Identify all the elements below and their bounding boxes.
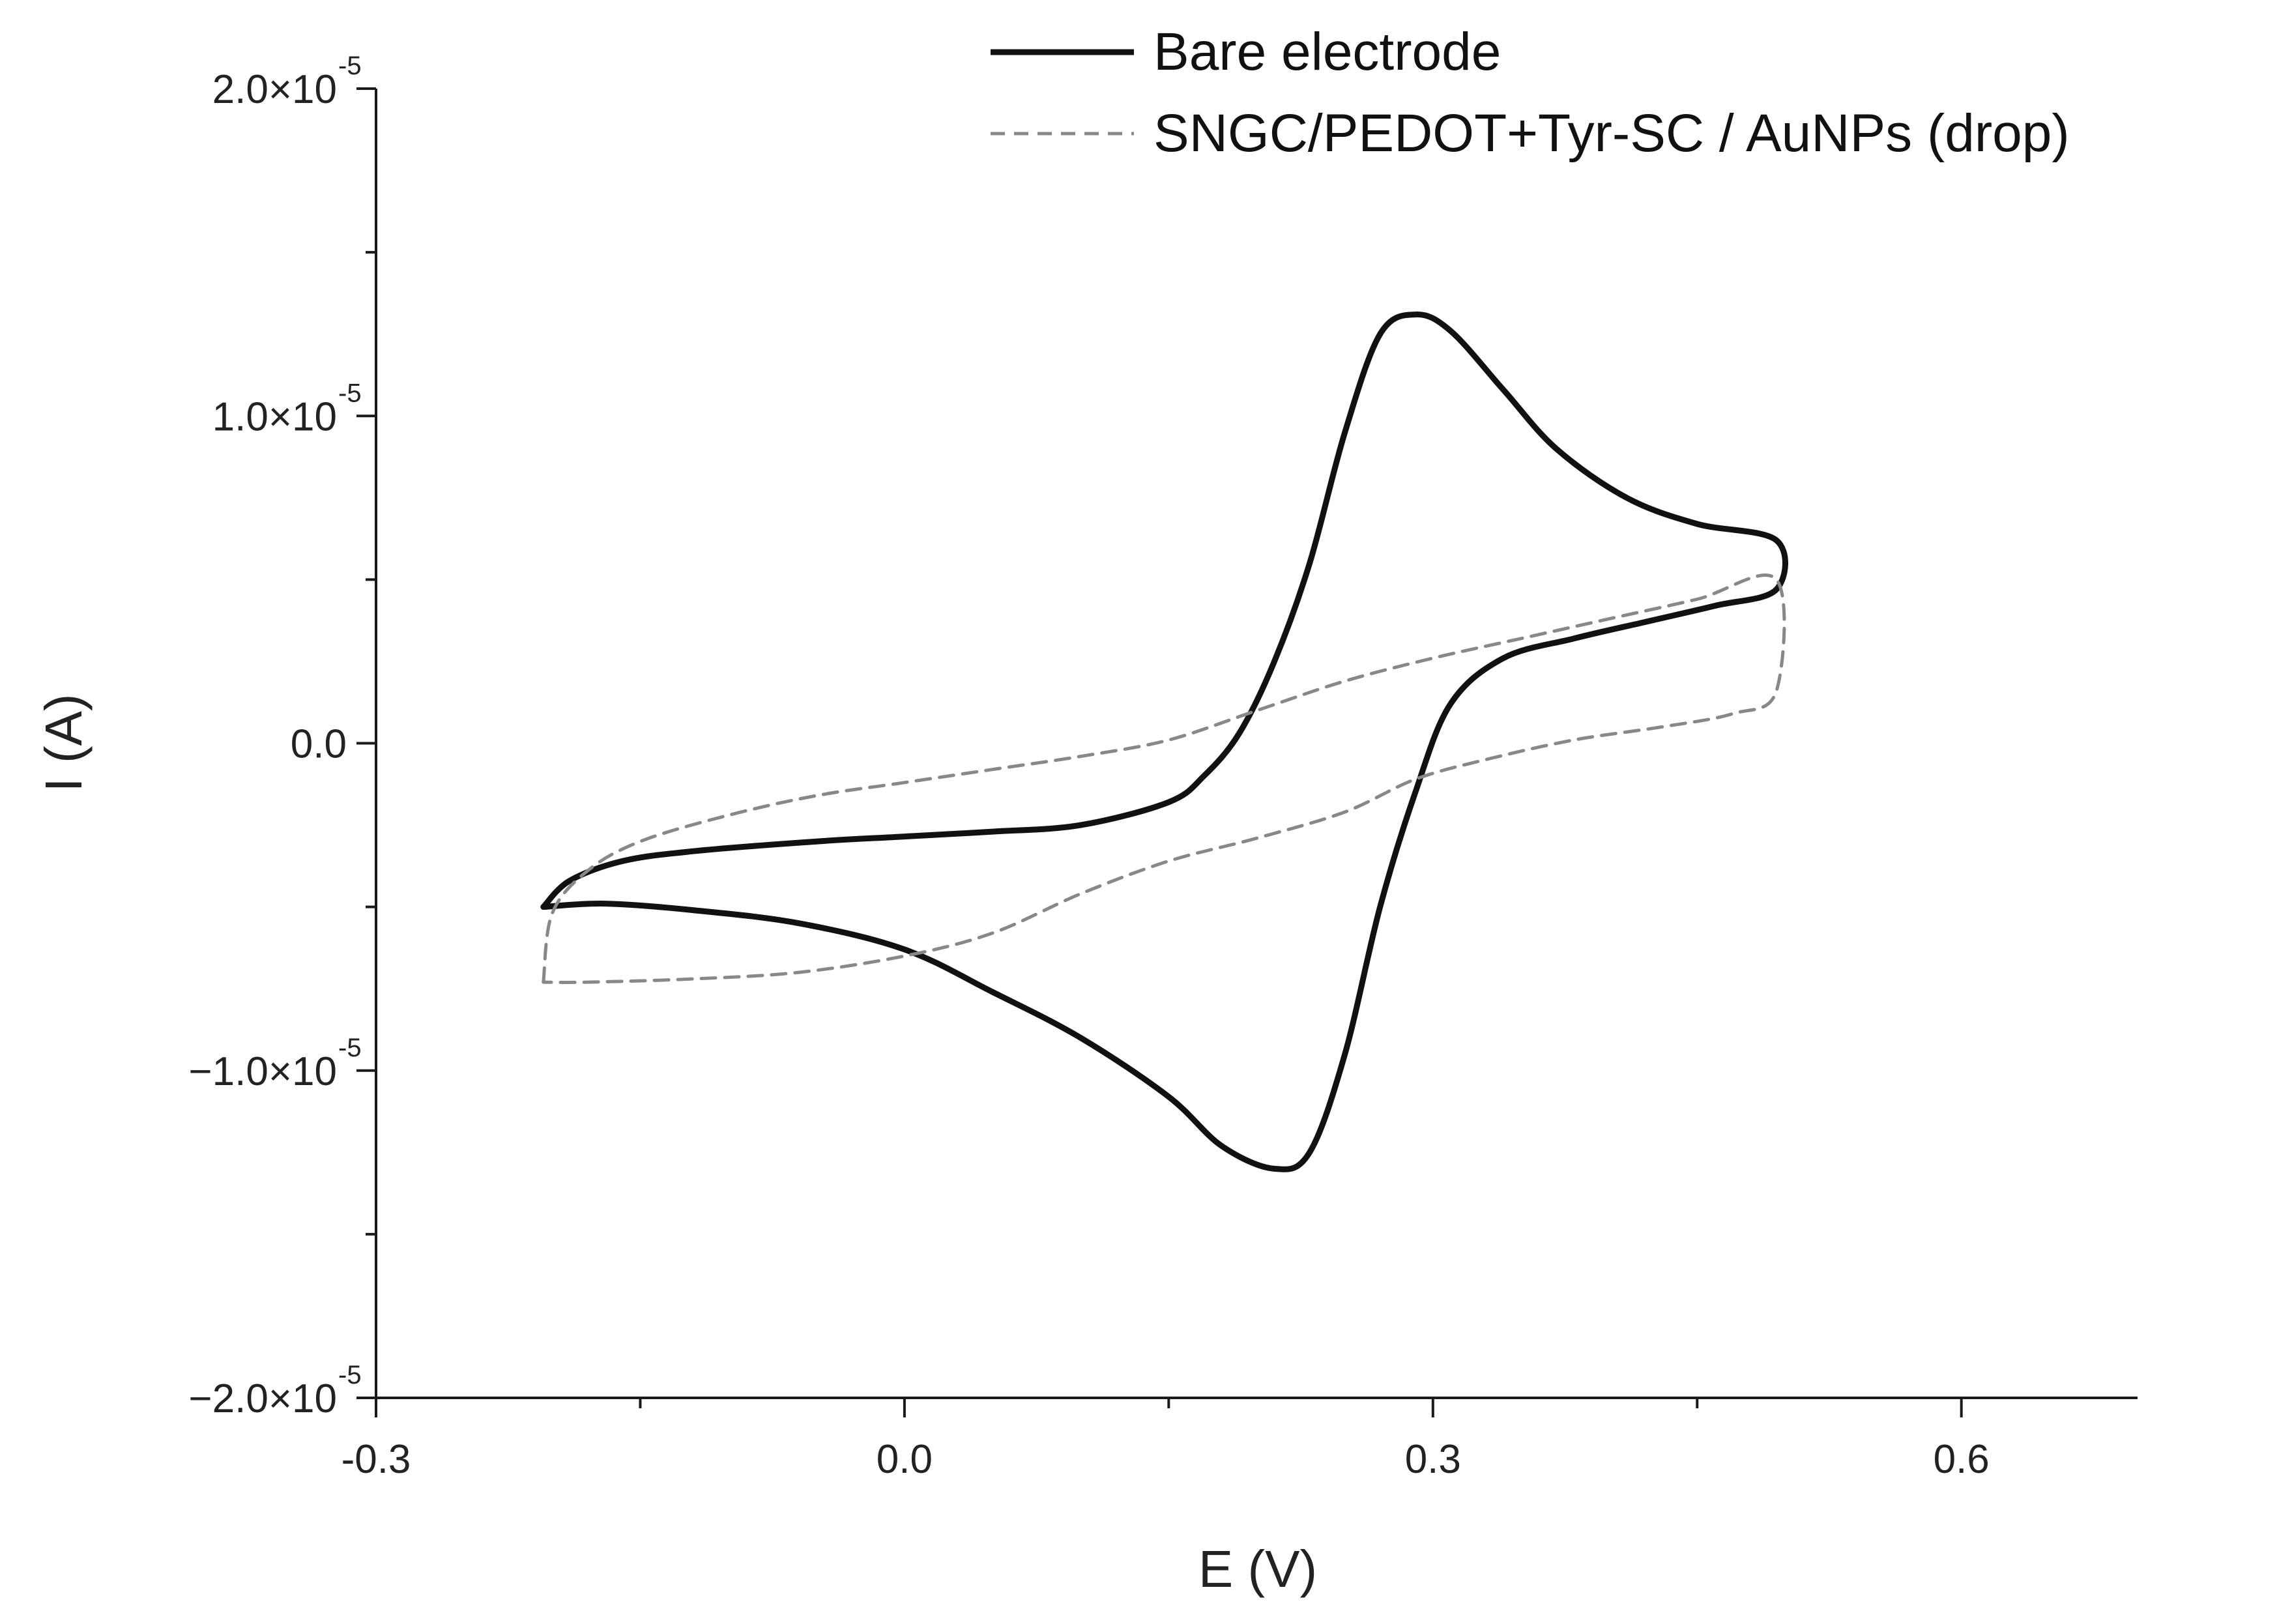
y-tick-label: −2.0×10 — [188, 1376, 337, 1421]
series-line-bare-electrode — [540, 312, 1788, 1172]
axes-group — [375, 89, 2138, 1399]
legend-label-modified: SNGC/PEDOT+Tyr-SC / AuNPs (drop) — [1153, 104, 2070, 163]
x-tick-label: 0.6 — [1934, 1437, 1990, 1482]
x-tick-label: -0.3 — [341, 1437, 411, 1482]
legend: Bare electrode SNGC/PEDOT+Tyr-SC / AuNPs… — [991, 22, 2070, 163]
x-tick-label: 0.3 — [1405, 1437, 1461, 1482]
ticks-group: -0.3 0.0 0.3 0.62.0×10-51.0×10-50.0−1.0×10-… — [188, 51, 1989, 1482]
y-tick-label: 0.0 — [291, 722, 347, 767]
y-tick-exponent: -5 — [338, 51, 362, 80]
y-tick-label: 2.0×10 — [212, 67, 337, 112]
x-axis-title: E (V) — [1198, 1540, 1317, 1598]
y-tick-exponent: -5 — [338, 1361, 362, 1389]
series-group — [540, 312, 1788, 1172]
legend-label-bare: Bare electrode — [1153, 22, 1501, 81]
y-axis-title: I (A) — [35, 693, 93, 792]
series-line-modified-electrode — [542, 573, 1786, 984]
y-tick-label: 1.0×10 — [212, 394, 337, 439]
y-tick-exponent: -5 — [338, 379, 362, 407]
x-tick-label: 0.0 — [877, 1437, 933, 1482]
y-tick-label: −1.0×10 — [188, 1049, 337, 1094]
y-tick-exponent: -5 — [338, 1034, 362, 1062]
